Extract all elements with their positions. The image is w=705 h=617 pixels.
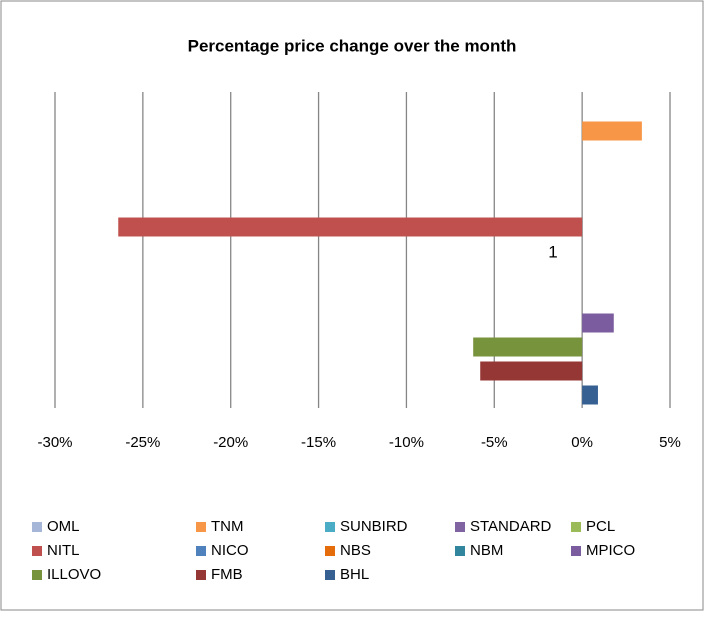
legend-label: OML <box>47 518 80 535</box>
legend-swatch <box>571 546 581 556</box>
legend-swatch <box>325 522 335 532</box>
legend-label: NICO <box>211 542 249 559</box>
x-tick-label: 0% <box>571 434 593 451</box>
x-tick-label: 5% <box>659 434 681 451</box>
legend-swatch <box>325 570 335 580</box>
legend-label: TNM <box>211 518 244 535</box>
bar <box>473 337 583 357</box>
legend-swatch <box>196 546 206 556</box>
legend-swatch <box>32 570 42 580</box>
bar <box>118 217 583 237</box>
x-tick-label: -30% <box>37 434 72 451</box>
legend-label: NITL <box>47 542 80 559</box>
chart-title: Percentage price change over the month <box>188 36 517 55</box>
legend-label: STANDARD <box>470 518 552 535</box>
legend-swatch <box>571 522 581 532</box>
legend-label: PCL <box>586 518 615 535</box>
legend-label: NBM <box>470 542 503 559</box>
bar <box>582 385 598 405</box>
x-tick-label: -5% <box>481 434 508 451</box>
x-tick-label: -10% <box>389 434 424 451</box>
bar <box>480 361 583 381</box>
legend-swatch <box>196 522 206 532</box>
legend-swatch <box>455 522 465 532</box>
legend-label: BHL <box>340 566 369 583</box>
category-label: 1 <box>548 242 557 261</box>
legend-label: NBS <box>340 542 371 559</box>
legend-swatch <box>455 546 465 556</box>
legend-swatch <box>32 522 42 532</box>
bar <box>582 313 614 333</box>
legend-swatch <box>32 546 42 556</box>
legend-swatch <box>325 546 335 556</box>
legend-label: MPICO <box>586 542 635 559</box>
x-tick-label: -25% <box>125 434 160 451</box>
legend-label: FMB <box>211 566 243 583</box>
legend-label: ILLOVO <box>47 566 101 583</box>
x-tick-label: -15% <box>301 434 336 451</box>
legend-swatch <box>196 570 206 580</box>
bar <box>582 121 642 141</box>
legend-label: SUNBIRD <box>340 518 408 535</box>
x-tick-label: -20% <box>213 434 248 451</box>
